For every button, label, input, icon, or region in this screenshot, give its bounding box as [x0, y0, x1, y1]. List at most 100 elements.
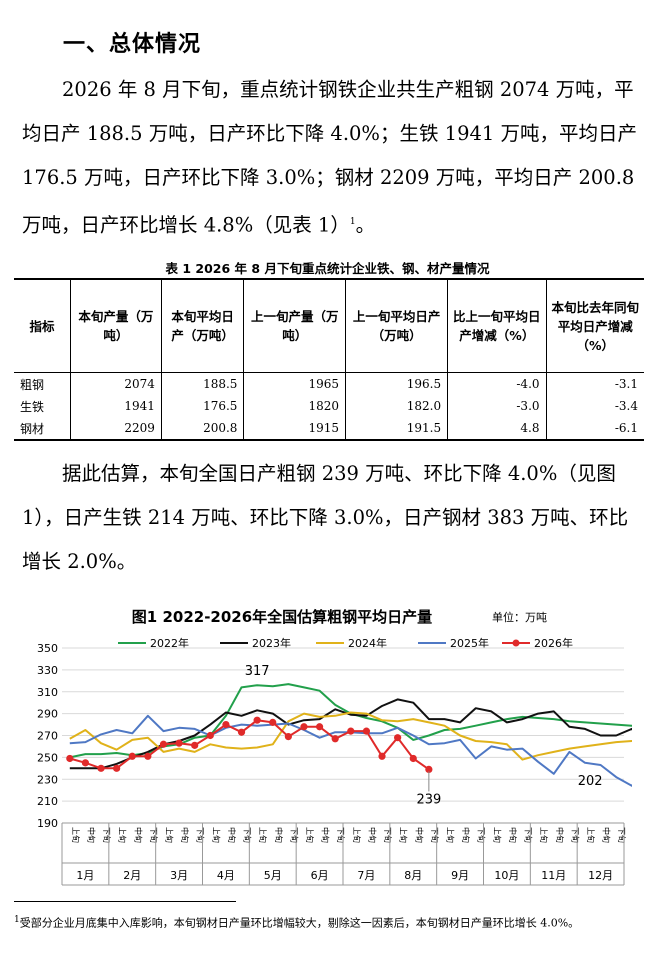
- annotation-label: 317: [245, 664, 270, 679]
- month-label: 7月: [357, 869, 375, 882]
- y-tick-label: 330: [37, 664, 58, 677]
- table-row: 钢材 2209 200.8 1915 191.5 4.8 -6.1: [14, 417, 644, 440]
- table-cell: -6.1: [614, 421, 638, 435]
- data-point-s2026: [300, 723, 308, 731]
- legend-label: 2026年: [534, 636, 573, 650]
- data-point-s2026: [66, 754, 74, 763]
- estimate-paragraph: 据此估算，本旬全国日产粗钢 239 万吨、环比下降 4.0%（见图 1），日产生…: [22, 452, 642, 584]
- data-point-s2026: [425, 765, 433, 774]
- legend-label: 2025年: [450, 636, 489, 650]
- x-tick-label: 下旬: [243, 827, 253, 843]
- footnote-divider: [14, 901, 236, 902]
- steel-output-chart: 图1 2022-2026年全国估算粗钢平均日产量 单位：万吨 2022年 2023年 2…: [37, 608, 632, 886]
- data-point-s2026: [331, 735, 339, 743]
- month-label: 4月: [217, 869, 235, 882]
- x-tick-label: 上旬: [445, 827, 455, 843]
- table-caption: 表 1 2026 年 8 月下旬重点统计企业铁、钢、材产量情况: [165, 261, 490, 276]
- col-header: 本旬平均日产（万吨）: [161, 279, 245, 373]
- month-label: 10月: [494, 869, 519, 882]
- month-label: 9月: [451, 869, 469, 882]
- table-cell: 176.5: [161, 395, 245, 417]
- x-tick-label: 上旬: [352, 827, 362, 843]
- x-tick-label: 上旬: [586, 827, 596, 843]
- data-point-s2026: [128, 752, 136, 760]
- annotation-label: 239: [416, 792, 441, 807]
- table-header-row: 指标 本旬产量（万吨） 本旬平均日产（万吨） 上一旬产量（万吨） 上一旬平均日产…: [14, 279, 644, 373]
- table-cell: 191.5: [345, 417, 449, 440]
- data-point-s2026: [175, 739, 183, 747]
- x-tick-label: 中旬: [414, 827, 424, 843]
- data-point-s2026: [394, 734, 402, 742]
- table-cell: -3.4: [614, 399, 638, 413]
- estimate-text: 据此估算，本旬全国日产粗钢 239 万吨、环比下降 4.0%（见图 1），日产生…: [22, 462, 629, 573]
- table-cell: -3.0: [447, 395, 547, 417]
- table-cell: 196.5: [345, 372, 449, 395]
- table-cell: 生铁: [14, 395, 71, 417]
- table-cell: 1915: [243, 417, 347, 440]
- y-tick-label: 230: [37, 773, 58, 786]
- col-header: 上一旬产量（万吨）: [243, 279, 347, 373]
- data-point-s2026: [144, 752, 152, 760]
- x-tick-label: 上旬: [258, 827, 268, 843]
- x-tick-label: 上旬: [492, 827, 502, 843]
- legend-label: 2024年: [348, 636, 387, 650]
- data-point-s2026: [97, 764, 105, 772]
- table-row: 生铁 1941 176.5 1820 182.0 -3.0 -3.4: [14, 395, 644, 417]
- table-cell: 1941: [70, 395, 162, 417]
- series-line-s2024: [69, 711, 632, 761]
- table-cell: 4.8: [447, 417, 547, 440]
- x-tick-label: 下旬: [383, 827, 393, 843]
- month-label: 8月: [404, 869, 422, 882]
- y-tick-label: 190: [37, 817, 58, 830]
- month-label: 12月: [588, 869, 613, 882]
- data-point-s2026: [347, 727, 355, 735]
- table-cell: 2074: [70, 372, 162, 395]
- month-label: 2月: [123, 869, 141, 882]
- data-point-s2026: [237, 728, 246, 736]
- y-tick-label: 310: [37, 686, 58, 699]
- series-line-s2023: [69, 698, 632, 770]
- x-tick-label: 中旬: [86, 827, 96, 843]
- table-cell: 188.5: [161, 372, 245, 395]
- data-point-s2026: [409, 754, 417, 763]
- chart-title: 图1 2022-2026年全国估算粗钢平均日产量: [132, 608, 432, 626]
- x-tick-label: 上旬: [71, 827, 81, 843]
- table-cell: 2209: [70, 417, 162, 440]
- x-tick-label: 中旬: [602, 827, 612, 843]
- table-cell: 1965: [243, 372, 347, 395]
- data-point-s2026: [253, 716, 261, 724]
- chart-unit: 单位：万吨: [492, 610, 547, 624]
- data-point-s2026: [362, 727, 371, 735]
- summary-text: 2026 年 8 月下旬，重点统计钢铁企业共生产粗钢 2074 万吨，平均日产 …: [22, 78, 637, 237]
- month-label: 1月: [76, 869, 94, 882]
- col-header: 指标: [14, 279, 71, 373]
- footnote: 1受部分企业月底集中入库影响，本旬钢材日产量环比增幅较大，剔除这一因素后，本旬钢…: [14, 910, 644, 934]
- y-tick-label: 210: [37, 795, 58, 808]
- x-tick-label: 下旬: [477, 827, 487, 843]
- x-tick-label: 中旬: [180, 827, 190, 843]
- y-tick-label: 270: [37, 730, 58, 743]
- x-tick-label: 上旬: [399, 827, 409, 843]
- col-header: 本旬产量（万吨）: [70, 279, 162, 373]
- data-point-s2026: [159, 740, 168, 748]
- legend-marker: [512, 639, 520, 647]
- x-tick-label: 中旬: [367, 827, 377, 843]
- table-cell: 粗钢: [14, 372, 71, 395]
- data-point-s2026: [191, 741, 199, 749]
- annotation-label: 202: [578, 774, 603, 789]
- data-point-s2026: [206, 731, 214, 740]
- table-cell: -3.1: [614, 377, 638, 391]
- table-cell: 1820: [243, 395, 347, 417]
- x-tick-label: 中旬: [508, 827, 518, 843]
- x-tick-label: 中旬: [555, 827, 565, 843]
- series-line-s2022: [69, 683, 632, 759]
- x-tick-label: 下旬: [617, 827, 627, 843]
- table-row: 粗钢 2074 188.5 1965 196.5 -4.0 -3.1: [14, 372, 644, 395]
- data-point-s2026: [113, 764, 121, 772]
- production-table: 指标 本旬产量（万吨） 本旬平均日产（万吨） 上一旬产量（万吨） 上一旬平均日产…: [14, 278, 644, 441]
- data-point-s2026: [378, 752, 386, 760]
- x-tick-label: 上旬: [118, 827, 128, 843]
- data-point-s2026: [222, 720, 230, 729]
- series-line-s2025: [69, 714, 632, 787]
- table-cell: -4.0: [447, 372, 547, 395]
